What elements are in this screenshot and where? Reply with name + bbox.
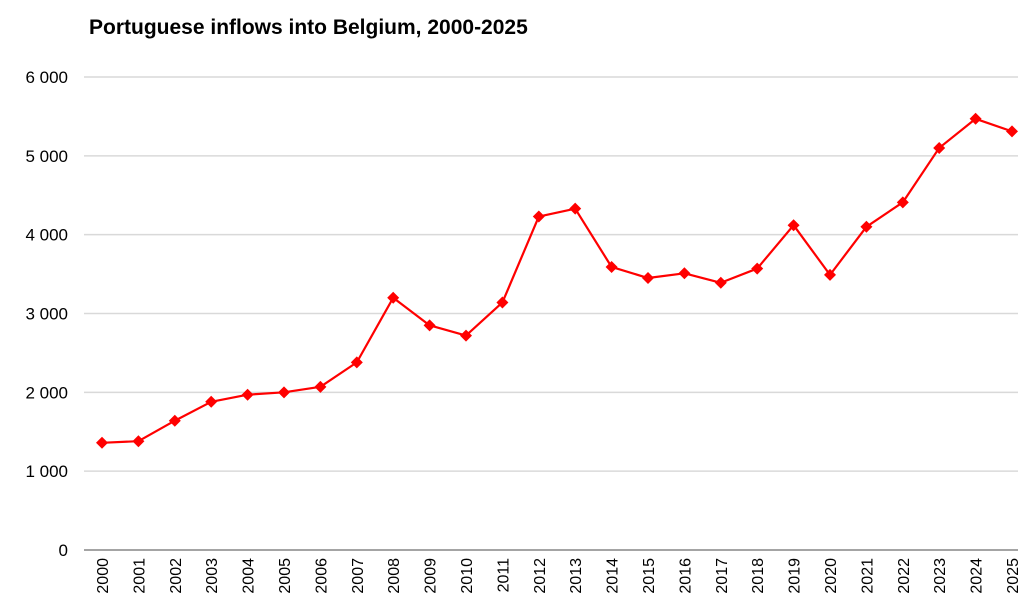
data-point	[132, 435, 145, 448]
x-tick-label: 2011	[495, 558, 512, 593]
data-point	[387, 291, 400, 304]
data-point	[1006, 125, 1018, 138]
x-tick-label: 2016	[677, 558, 694, 594]
x-tick-label: 2025	[1005, 558, 1021, 594]
data-point	[460, 329, 472, 342]
x-tick-label: 2001	[131, 558, 148, 594]
y-tick-label: 0	[59, 541, 68, 560]
data-point	[278, 386, 290, 399]
data-point	[168, 414, 181, 427]
x-tick-label: 2017	[714, 558, 731, 594]
x-tick-label: 2000	[95, 558, 112, 594]
data-point	[423, 319, 436, 332]
data-point	[96, 436, 108, 449]
y-tick-label: 4 000	[25, 226, 68, 245]
y-tick-label: 6 000	[25, 68, 68, 87]
x-tick-label: 2023	[932, 558, 949, 594]
x-tick-label: 2004	[241, 558, 258, 594]
data-point	[860, 220, 873, 233]
x-tick-label: 2019	[787, 558, 804, 594]
x-tick-label: 2013	[568, 558, 585, 594]
series-line	[101, 117, 1013, 444]
data-point	[314, 380, 327, 393]
x-tick-label: 2009	[423, 558, 440, 594]
data-point	[969, 112, 982, 125]
data-point	[569, 202, 582, 215]
x-tick-label: 2002	[168, 558, 185, 594]
x-tick-label: 2005	[277, 558, 294, 594]
y-tick-label: 5 000	[25, 147, 68, 166]
data-point	[205, 395, 218, 408]
x-tick-label: 2015	[641, 558, 658, 594]
data-point	[496, 296, 509, 309]
data-point	[751, 262, 764, 275]
data-point	[787, 219, 800, 232]
x-axis-ticks: 2000 2001 2002 2003 2004 2005 2006 2007 2008 2009…	[95, 558, 1021, 594]
y-tick-label: 2 000	[25, 383, 68, 402]
chart-title: Portuguese inflows into Belgium, 2000-20…	[89, 16, 528, 39]
x-tick-label: 2024	[969, 558, 986, 594]
x-tick-label: 2022	[896, 558, 913, 594]
x-tick-label: 2003	[204, 558, 221, 594]
data-point	[714, 276, 727, 289]
data-point	[678, 267, 691, 280]
data-point	[241, 388, 254, 401]
data-point	[824, 268, 836, 281]
x-tick-label: 2012	[532, 558, 549, 594]
y-tick-label: 3 000	[25, 305, 68, 324]
x-tick-label: 2006	[313, 558, 330, 594]
x-tick-label: 2014	[605, 558, 622, 594]
data-point	[532, 210, 545, 223]
gridlines	[84, 76, 1018, 472]
y-tick-label: 1 000	[25, 462, 68, 481]
x-tick-label: 2008	[386, 558, 403, 594]
data-point	[642, 272, 654, 285]
data-point	[933, 141, 946, 154]
x-tick-label: 2018	[750, 558, 767, 594]
y-axis-ticks: 0 1 000 2 000 3 000 4 000 5 000 6 000	[25, 68, 68, 560]
x-tick-label: 2010	[459, 558, 476, 594]
x-tick-label: 2021	[859, 558, 876, 594]
data-point	[896, 196, 909, 209]
data-point	[605, 260, 618, 273]
x-tick-label: 2007	[350, 558, 367, 594]
series-layer	[96, 112, 1018, 449]
x-tick-label: 2020	[823, 558, 840, 594]
data-point	[350, 356, 363, 369]
